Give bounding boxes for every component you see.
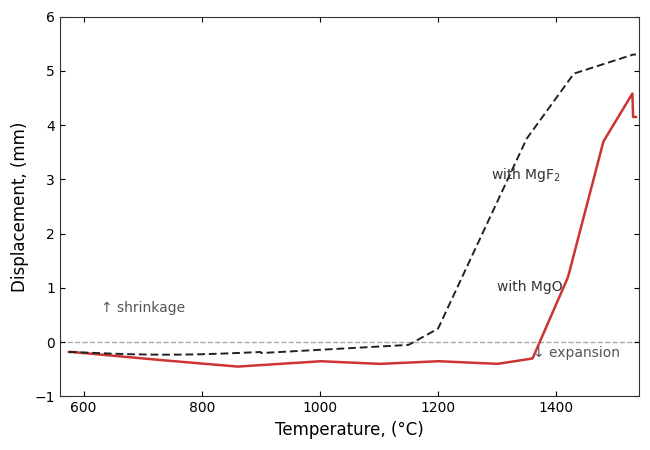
Text: with MgO: with MgO	[497, 279, 563, 294]
Text: ↓ expansion: ↓ expansion	[532, 346, 619, 360]
Y-axis label: Displacement, (mm): Displacement, (mm)	[11, 122, 29, 292]
Text: ↑ shrinkage: ↑ shrinkage	[101, 302, 185, 315]
X-axis label: Temperature, (°C): Temperature, (°C)	[275, 421, 424, 439]
Text: with MgF$_2$: with MgF$_2$	[491, 166, 561, 184]
